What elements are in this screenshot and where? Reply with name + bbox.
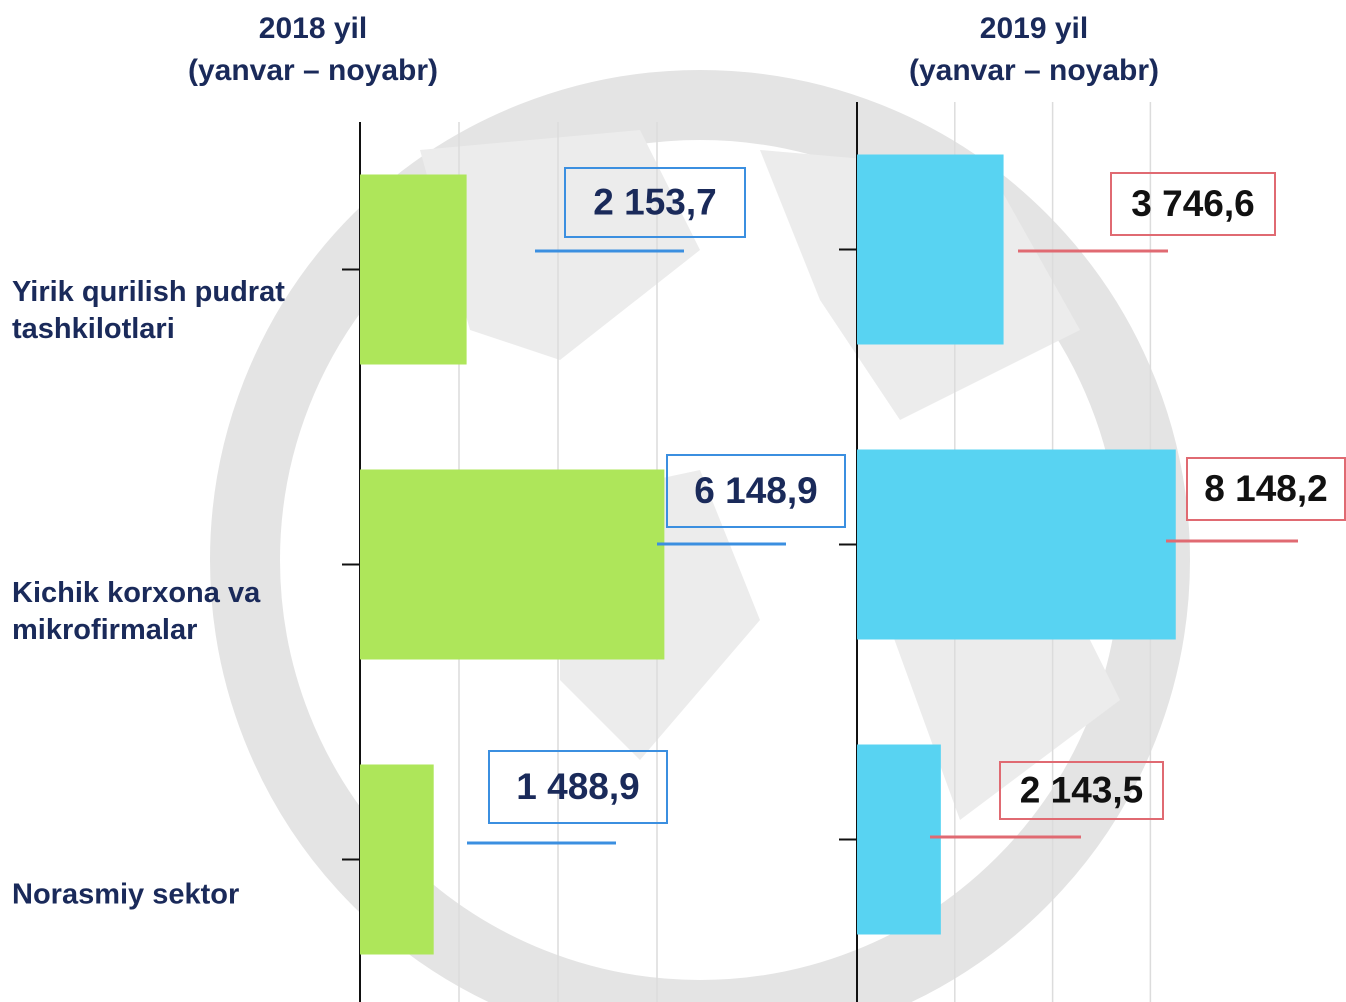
bar [360,764,434,955]
bar [360,174,467,365]
value-label: 3 746,6 [1131,183,1254,224]
value-label-box [488,750,668,824]
value-label: 2 153,7 [593,181,716,222]
chart-subtitle: (yanvar – noyabr) [909,54,1159,87]
bar [857,449,1176,640]
category-label: Kichik korxona va mikrofirmalar [12,577,261,646]
value-label: 8 148,2 [1204,468,1327,509]
value-label-box [564,167,746,238]
bar [360,469,665,660]
value-label-box [999,761,1164,820]
value-label: 6 148,9 [694,470,817,511]
value-label: 2 143,5 [1020,769,1143,810]
bar [857,154,1004,345]
bar [857,744,941,935]
chart-title: 2018 yil [259,12,367,45]
category-label: Yirik qurilish pudrat tashkilotlari [12,276,285,345]
chart-title: 2019 yil [980,12,1088,45]
category-label: Norasmiy sektor [12,879,239,911]
value-label-box [666,454,846,528]
value-label: 1 488,9 [516,766,639,807]
value-label-box [1110,172,1276,236]
chart-subtitle: (yanvar – noyabr) [188,54,438,87]
value-label-box [1186,457,1346,521]
